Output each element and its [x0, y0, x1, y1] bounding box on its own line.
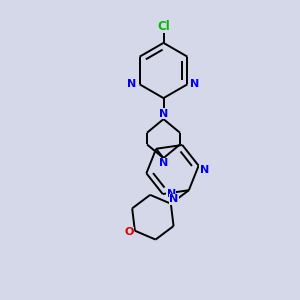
Text: N: N [128, 79, 137, 89]
Text: N: N [159, 158, 168, 169]
Text: N: N [200, 165, 209, 175]
Text: Cl: Cl [157, 20, 170, 33]
Text: N: N [167, 189, 176, 199]
Text: N: N [190, 79, 200, 89]
Text: N: N [159, 109, 168, 119]
Text: O: O [124, 227, 134, 237]
Text: N: N [169, 194, 178, 204]
